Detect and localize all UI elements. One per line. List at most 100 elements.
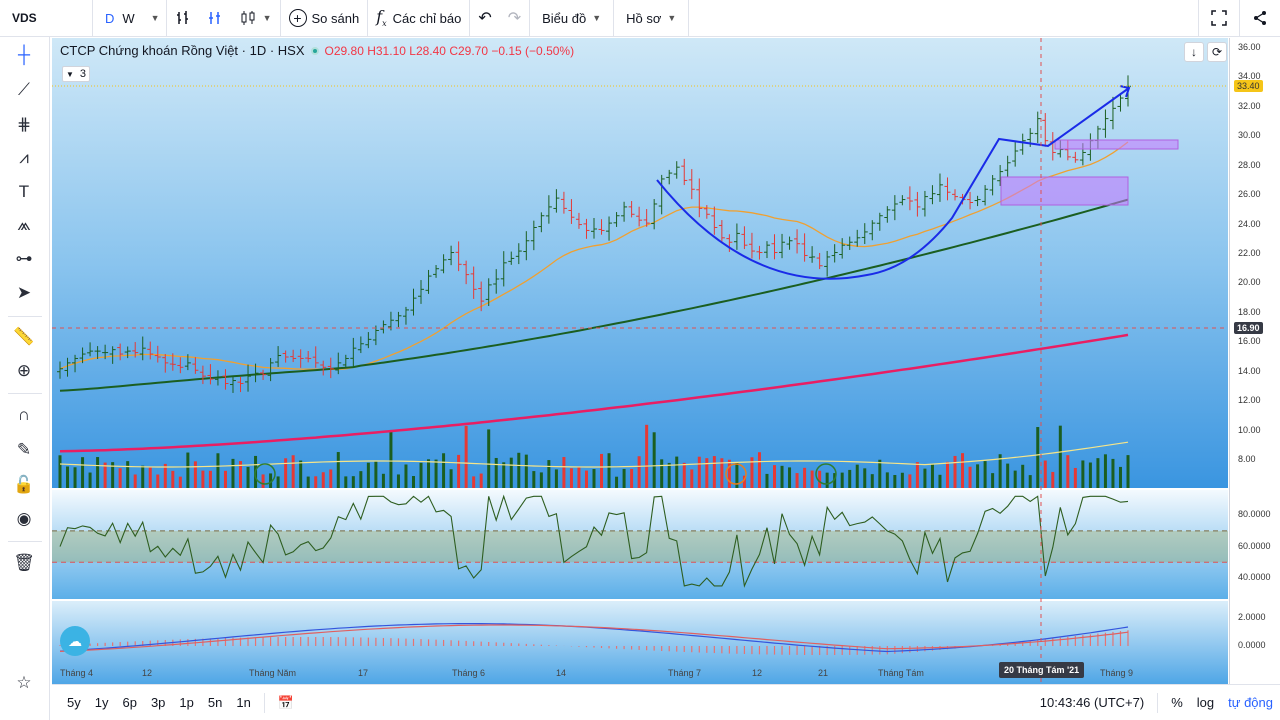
chart-menu-button[interactable]: Biểu đồ ▼ xyxy=(530,0,613,37)
time-tick: Tháng 6 xyxy=(452,668,486,678)
undo-button[interactable]: ↶ xyxy=(470,0,499,37)
price-chart[interactable] xyxy=(52,38,1228,684)
chevron-down-icon: ▼ xyxy=(65,69,74,79)
volume-bar xyxy=(1111,458,1115,488)
zigzag-icon: ⩘ xyxy=(19,148,29,167)
trendline-tool[interactable]: ⟋ xyxy=(9,76,39,104)
crosshair-tool[interactable]: ┼ xyxy=(9,41,39,69)
ohlc-bar xyxy=(899,195,906,206)
ohlc-bar xyxy=(335,352,342,375)
ohlc-bar xyxy=(229,375,236,393)
ohlc-bar xyxy=(989,175,996,196)
interval-day-button[interactable]: D xyxy=(105,10,115,26)
delete-tool[interactable]: 🗑 xyxy=(9,549,39,577)
signal-marker xyxy=(815,463,837,485)
profile-menu-button[interactable]: Hồ sơ ▼ xyxy=(614,0,688,37)
volume-bar xyxy=(427,459,431,488)
volume-bar xyxy=(442,453,446,488)
highlight-box xyxy=(1054,139,1179,150)
volume-bar xyxy=(291,455,295,488)
volume-bar xyxy=(246,466,250,488)
percent-toggle[interactable]: % xyxy=(1171,695,1183,710)
cursor-tool[interactable]: ➤ xyxy=(9,279,39,307)
arrow-icon: ➤ xyxy=(16,283,32,302)
indicators-button[interactable]: fx Các chỉ báo xyxy=(368,0,469,37)
volume-bar xyxy=(930,464,934,488)
volume-bar xyxy=(494,457,498,488)
volume-bar xyxy=(810,470,814,488)
redo-button[interactable]: ↷ xyxy=(500,0,529,37)
volume-bar xyxy=(750,457,754,488)
volume-bar xyxy=(269,473,273,488)
measure-tool[interactable]: ⊶ xyxy=(9,245,39,273)
fib-tool[interactable]: ⋕ xyxy=(9,111,39,139)
volume-bar xyxy=(788,467,792,488)
xabcd-tool[interactable]: ⩕ xyxy=(9,211,39,239)
share-button[interactable] xyxy=(1240,0,1280,37)
ohlc-bar xyxy=(673,161,680,179)
compare-button[interactable]: + So sánh xyxy=(281,0,368,37)
magnet-tool[interactable]: ∩ xyxy=(9,401,39,429)
lock-tool[interactable]: 🔓 xyxy=(9,471,39,499)
refresh-button[interactable]: ⟳ xyxy=(1207,42,1227,62)
fullscreen-button[interactable] xyxy=(1199,0,1239,37)
time-tick: Tháng 7 xyxy=(668,668,702,678)
range-1m[interactable]: 1p xyxy=(179,695,194,710)
share-icon xyxy=(1254,11,1266,25)
pattern-tool[interactable]: ⩘ xyxy=(9,144,39,172)
log-toggle[interactable]: log xyxy=(1196,695,1215,710)
volume-bar xyxy=(419,462,423,488)
interval-dropdown[interactable]: ▼ xyxy=(139,0,166,37)
range-3m[interactable]: 3p xyxy=(150,695,166,710)
volume-bar xyxy=(803,467,807,488)
ohlc-bar xyxy=(575,212,582,229)
rsi-line xyxy=(59,494,1129,588)
clock[interactable]: 10:43:46 (UTC+7) xyxy=(1039,695,1145,710)
price-tick: 36.00 xyxy=(1238,42,1261,52)
text-tool[interactable]: T xyxy=(9,178,39,206)
candle-style-button[interactable]: ▼ xyxy=(231,0,280,37)
indicator-style-button[interactable] xyxy=(199,0,231,37)
bar-style-button[interactable] xyxy=(167,0,199,37)
divider xyxy=(92,0,93,37)
price-tick: 24.00 xyxy=(1238,218,1261,229)
volume-bar xyxy=(411,476,415,488)
volume-bar xyxy=(344,476,348,488)
refresh-icon: ⟳ xyxy=(1211,45,1223,59)
crosshair-date-tag: 20 Tháng Tám '21 xyxy=(999,662,1085,678)
date-range-button[interactable]: 📅 xyxy=(271,695,301,711)
ohlc-bar xyxy=(553,189,560,213)
scroll-down-button[interactable]: ↓ xyxy=(1184,42,1204,62)
volume-bar xyxy=(607,453,611,488)
top-toolbar: VDS D W ▼ ▼ + So sánh fx Các chỉ báo ↶ ↷… xyxy=(0,0,1280,37)
legend-collapse-button[interactable]: ▼ 3 xyxy=(62,66,90,82)
volume-bar xyxy=(66,466,70,488)
eye-icon: ◉ xyxy=(16,509,32,528)
bars-icon xyxy=(176,11,188,24)
interval-week-button[interactable]: W xyxy=(122,10,135,26)
volume-bar xyxy=(487,429,491,488)
range-1d[interactable]: 1n xyxy=(236,695,251,710)
range-5d[interactable]: 5n xyxy=(207,695,223,710)
range-6m[interactable]: 6p xyxy=(122,695,137,710)
volume-bar xyxy=(284,458,288,488)
auto-scale-toggle[interactable]: tự động xyxy=(1228,695,1273,710)
ohlc-bar xyxy=(952,189,959,201)
ohlc-bar xyxy=(342,354,349,369)
volume-bar xyxy=(1021,464,1025,488)
range-1y[interactable]: 1y xyxy=(94,695,109,710)
ohlc-bar xyxy=(741,226,748,250)
lock-drawing-tool[interactable]: ✎ xyxy=(9,436,39,464)
ohlc-bar xyxy=(560,191,567,214)
symbol-search[interactable]: VDS xyxy=(12,11,37,25)
chart-legend: CTCP Chứng khoán Rồng Việt · 1D · HSX O2… xyxy=(60,43,574,58)
range-5y[interactable]: 5y xyxy=(67,695,81,710)
tradingview-logo[interactable]: ☁ xyxy=(60,626,90,656)
close-value: C29.70 xyxy=(449,43,489,58)
favorites-tool[interactable]: ☆ xyxy=(9,669,39,697)
ruler-tool[interactable]: 📏 xyxy=(9,323,39,351)
ohlc-bar xyxy=(733,223,740,250)
zoom-tool[interactable]: ⊕ xyxy=(9,357,39,385)
price-axis[interactable] xyxy=(1229,38,1280,684)
visibility-tool[interactable]: ◉ xyxy=(9,505,39,533)
